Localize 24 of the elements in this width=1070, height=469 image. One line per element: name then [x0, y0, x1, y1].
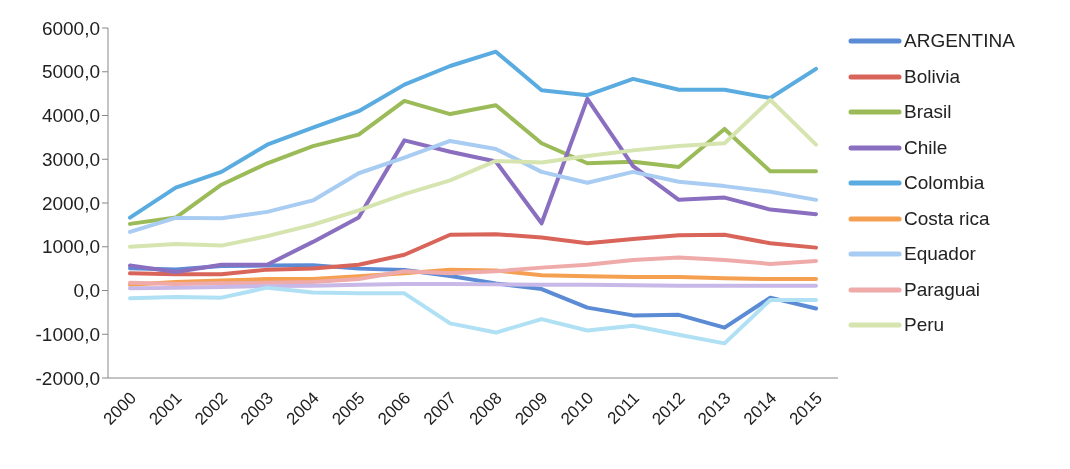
legend-label: Paraguai	[904, 278, 981, 301]
y-tick-label: 2000,0	[41, 192, 100, 214]
legend-label: ARGENTINA	[904, 30, 1015, 52]
y-tick-label: 3000,0	[41, 148, 100, 170]
line-series	[128, 98, 818, 226]
line-series	[128, 138, 818, 234]
legend-label: Brasil	[904, 101, 952, 123]
y-tick-label: 5000,0	[41, 61, 100, 83]
y-tick-label: -1000,0	[35, 323, 100, 345]
y-tick-label: 0,0	[73, 280, 100, 302]
legend-label: Bolivia	[904, 65, 960, 88]
legend-label: Equador	[904, 243, 976, 265]
line-series	[128, 285, 818, 346]
y-tick-label: -2000,0	[35, 367, 100, 389]
legend-label: Chile	[904, 136, 948, 159]
y-tick-label: 4000,0	[41, 105, 100, 127]
legend-label: Peru	[904, 314, 945, 336]
legend-label: Colombia	[904, 172, 985, 194]
line-series	[128, 49, 818, 220]
y-tick-label: 1000,0	[41, 236, 100, 258]
y-tick-label: 6000,0	[41, 17, 100, 39]
line-series	[128, 255, 818, 286]
legend-label: Costa rica	[904, 207, 990, 230]
line-series	[128, 232, 818, 277]
